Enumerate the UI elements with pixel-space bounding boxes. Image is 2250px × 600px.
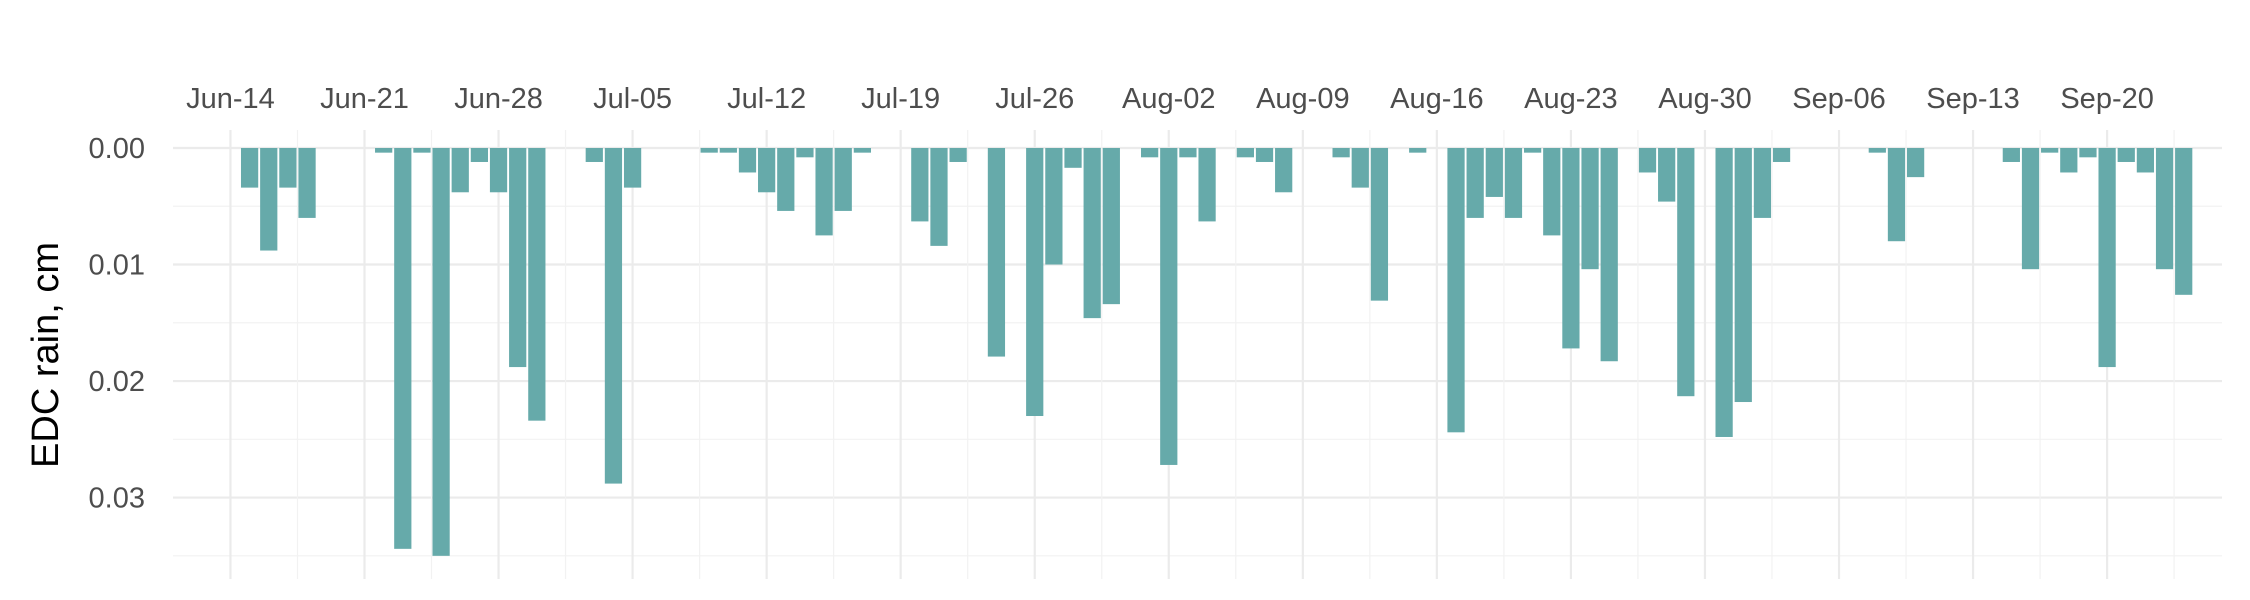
x-tick-label: Aug-02 xyxy=(1122,83,1216,115)
x-tick-label: Sep-20 xyxy=(2060,83,2154,115)
rain-bar xyxy=(585,148,603,162)
x-tick-label: Jun-21 xyxy=(320,83,409,115)
rain-bar xyxy=(2117,148,2135,162)
rain-bar xyxy=(949,148,967,162)
rain-bar xyxy=(432,148,450,556)
rain-bar xyxy=(1160,148,1178,465)
rain-bar xyxy=(758,148,776,193)
y-tick-label: 0.00 xyxy=(89,133,145,165)
rain-bar xyxy=(1236,148,1254,158)
rain-bar xyxy=(738,148,757,173)
rain-bar xyxy=(911,148,929,222)
x-tick-label: Jul-12 xyxy=(727,83,806,115)
x-tick-label: Aug-23 xyxy=(1524,83,1618,115)
rain-bar xyxy=(1887,148,1906,242)
rain-bar xyxy=(1543,148,1561,236)
rain-bar xyxy=(700,148,718,153)
rain-bar xyxy=(1715,148,1733,437)
x-tick-label: Sep-06 xyxy=(1792,83,1886,115)
rain-bar xyxy=(451,148,469,193)
rain-bar xyxy=(2175,148,2193,295)
rain-bar xyxy=(777,148,795,211)
rain-bar xyxy=(1868,148,1886,153)
y-tick-label: 0.03 xyxy=(89,483,145,515)
rain-bar xyxy=(834,148,852,211)
rain-bar xyxy=(1753,148,1772,218)
rain-bar xyxy=(2002,148,2020,162)
y-tick-label: 0.02 xyxy=(89,366,145,398)
rain-bar xyxy=(2041,148,2059,153)
rain-bar xyxy=(1351,148,1369,188)
rain-bar xyxy=(240,148,259,188)
y-axis-title: EDC rain, cm xyxy=(25,242,67,468)
y-tick-labels: 0.00 0.01 0.02 0.03 xyxy=(89,133,145,515)
rain-bar xyxy=(1026,148,1044,417)
rain-bar xyxy=(930,148,948,246)
rain-bar xyxy=(1332,148,1350,158)
rain-bar xyxy=(2098,148,2116,368)
x-tick-label: Jul-19 xyxy=(861,83,940,115)
rain-bar xyxy=(375,148,393,153)
rain-bar xyxy=(1045,148,1063,265)
rain-bar xyxy=(1447,148,1465,433)
rain-bar xyxy=(394,148,412,549)
rain-bar xyxy=(2060,148,2078,173)
rain-bar xyxy=(1141,148,1159,158)
rain-bar xyxy=(1658,148,1676,202)
rain-bar xyxy=(2155,148,2174,270)
rain-bar xyxy=(1409,148,1427,153)
rain-bar xyxy=(1600,148,1618,362)
rain-bar xyxy=(2136,148,2155,173)
rain-bar xyxy=(815,148,833,236)
x-tick-label: Aug-16 xyxy=(1390,83,1484,115)
rain-bar xyxy=(1466,148,1484,218)
x-tick-label: Jul-26 xyxy=(995,83,1074,115)
rain-bar xyxy=(1562,148,1580,349)
rain-bar xyxy=(509,148,527,368)
x-tick-label: Jun-28 xyxy=(454,83,543,115)
rain-bar xyxy=(1179,148,1197,158)
x-tick-label: Sep-13 xyxy=(1926,83,2020,115)
x-tick-label: Aug-30 xyxy=(1658,83,1752,115)
rain-bar xyxy=(1275,148,1293,193)
rain-bar xyxy=(1083,148,1101,319)
rain-bar xyxy=(1064,148,1082,168)
rain-bar xyxy=(853,148,872,153)
x-tick-labels: Jun-14 Jun-21 Jun-28 Jul-05 Jul-12 Jul-19 Jul-… xyxy=(186,83,2154,115)
rain-bar xyxy=(1772,148,1791,162)
rain-bar xyxy=(719,148,737,153)
rain-bar xyxy=(279,148,297,188)
rain-bar xyxy=(1102,148,1120,305)
rain-bar xyxy=(987,148,1006,357)
y-tick-label: 0.01 xyxy=(89,250,145,282)
rain-bar xyxy=(1581,148,1599,270)
rain-bar xyxy=(1734,148,1752,403)
rain-bar xyxy=(260,148,278,251)
rain-bar xyxy=(623,148,642,188)
rain-bar xyxy=(470,148,489,162)
rain-bar xyxy=(1198,148,1216,222)
rain-bar xyxy=(1485,148,1503,197)
rain-bar xyxy=(1906,148,1925,178)
rain-bar xyxy=(604,148,623,484)
rain-bar xyxy=(2021,148,2040,270)
rain-bar xyxy=(489,148,508,193)
rain-bar xyxy=(1638,148,1657,173)
x-tick-label: Aug-09 xyxy=(1256,83,1350,115)
rain-bar xyxy=(1370,148,1389,301)
x-tick-label: Jul-05 xyxy=(593,83,672,115)
rain-bar xyxy=(1255,148,1274,162)
rain-bar xyxy=(413,148,431,153)
rain-bar xyxy=(796,148,814,158)
rain-bar xyxy=(1677,148,1695,397)
rain-bar xyxy=(1504,148,1523,218)
rain-bar xyxy=(1523,148,1542,153)
bars xyxy=(240,148,2193,556)
rain-bar xyxy=(298,148,316,218)
x-tick-label: Jun-14 xyxy=(186,83,275,115)
rain-bar xyxy=(2079,148,2097,158)
rain-bar xyxy=(528,148,546,421)
